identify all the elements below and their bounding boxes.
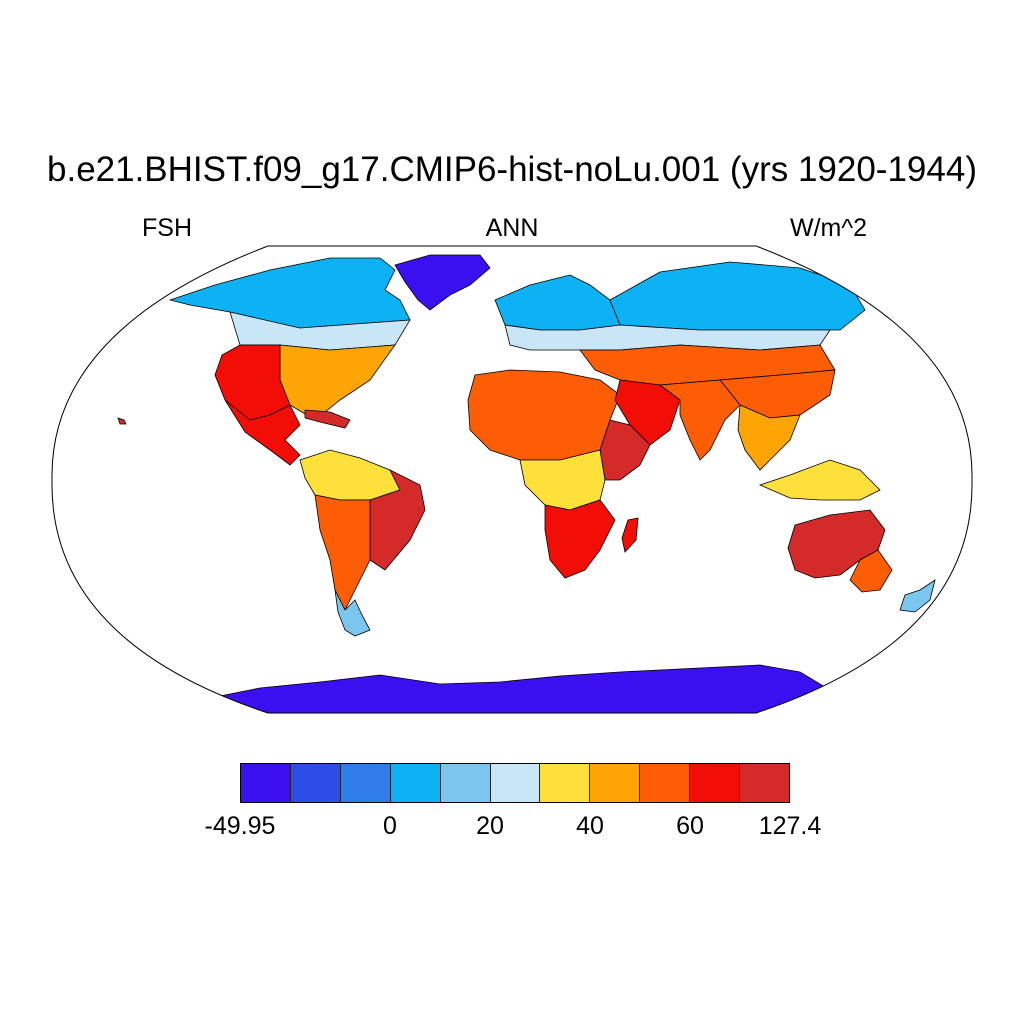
region-new-zealand: [899, 579, 936, 613]
colorbar-tick-label: 127.4: [758, 812, 822, 840]
colorbar-swatch: [740, 764, 789, 802]
colorbar-tick-label: 60: [676, 812, 704, 840]
colorbar-swatch: [290, 764, 341, 802]
region-greenland: [394, 254, 491, 311]
region-south-america-east: [369, 469, 426, 571]
colorbar-tick-label: 40: [576, 812, 604, 840]
region-siberia: [609, 261, 866, 331]
colorbar-tick-label: 0: [383, 812, 397, 840]
region-amazon: [299, 449, 401, 501]
colorbar-swatch: [241, 764, 291, 802]
region-usa-east: [279, 344, 396, 421]
region-indonesia: [758, 459, 881, 501]
map-outline: [51, 245, 973, 714]
colorbar-swatch: [640, 764, 691, 802]
region-australia-southeast: [849, 549, 893, 593]
colorbar-swatch: [390, 764, 441, 802]
region-southeast-asia: [737, 404, 801, 471]
region-sahara: [467, 369, 621, 461]
colorbar-swatch: [690, 764, 741, 802]
colorbar-swatch: [440, 764, 491, 802]
colorbar-tick-label: -49.95: [204, 812, 276, 840]
variable-label: FSH: [142, 214, 192, 242]
plot-title: b.e21.BHIST.f09_g17.CMIP6-hist-noLu.001 …: [47, 150, 977, 189]
colorbar-swatch: [590, 764, 641, 802]
region-northern-europe: [494, 274, 621, 331]
units-label: W/m^2: [790, 214, 868, 242]
region-canada-arctic: [168, 257, 411, 331]
region-patagonia: [334, 589, 371, 637]
region-south-america-south: [314, 494, 371, 611]
colorbar: [240, 763, 790, 803]
colorbar-swatch: [340, 764, 391, 802]
colorbar-swatch: [540, 764, 591, 802]
region-hawaii: [117, 417, 127, 425]
region-india: [658, 379, 741, 461]
region-usa-west: [214, 344, 291, 421]
region-mexico: [224, 399, 301, 466]
region-southern-africa: [544, 499, 616, 579]
region-madagascar: [621, 517, 639, 553]
region-antarctica: [199, 664, 831, 713]
season-label: ANN: [485, 214, 539, 242]
colorbar-swatch: [490, 764, 541, 802]
colorbar-tick-label: 20: [476, 812, 504, 840]
region-caribbean: [304, 409, 351, 429]
